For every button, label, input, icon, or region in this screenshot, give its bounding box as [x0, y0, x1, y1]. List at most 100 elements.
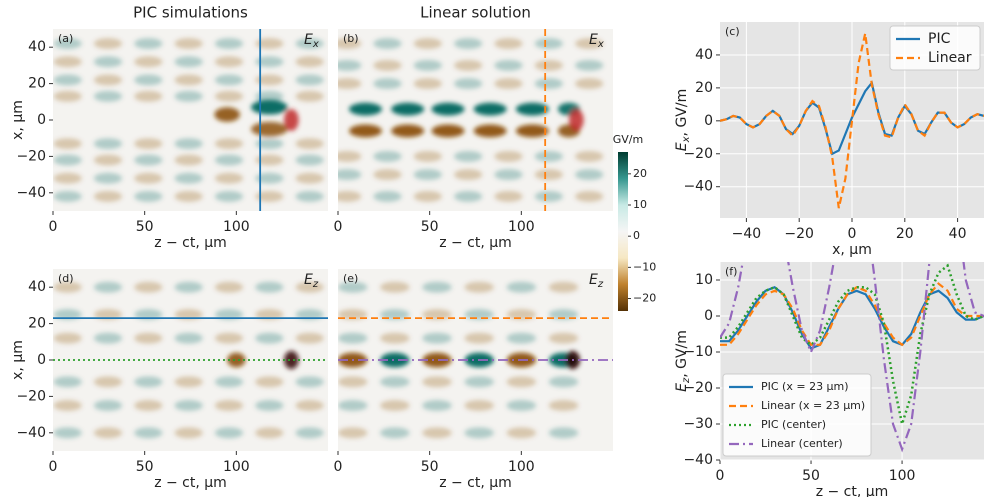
- legend-label: Linear (x = 23 µm): [761, 399, 865, 412]
- colorbar-tick-label: −10: [633, 260, 656, 273]
- field-blob: [93, 427, 123, 439]
- field-blob: [473, 124, 507, 138]
- field-blob: [53, 38, 82, 50]
- field-blob: [255, 427, 284, 439]
- field-blob: [338, 281, 368, 293]
- field-blob: [373, 190, 402, 202]
- field-blob: [134, 190, 163, 202]
- symbol: E: [304, 32, 313, 48]
- field-blob: [380, 332, 410, 344]
- field-blob: [134, 332, 163, 344]
- field-blob: [295, 190, 324, 202]
- field-blob: [93, 172, 123, 184]
- panel-label: (a): [58, 32, 73, 45]
- field-blob: [255, 281, 284, 293]
- field-blob: [93, 376, 123, 388]
- x-tick-label: 0: [334, 459, 343, 475]
- field-blob: [174, 332, 203, 344]
- field-blob: [295, 38, 324, 50]
- field-blob: [548, 332, 579, 344]
- y-tick-label: 0: [37, 112, 46, 128]
- y-tick-label: −20: [683, 146, 713, 162]
- x-axis-label: x, µm: [832, 242, 872, 258]
- legend-label: PIC: [928, 31, 951, 47]
- y-tick-label: 20: [695, 80, 713, 96]
- field-blob: [534, 190, 563, 202]
- field-blob: [93, 154, 123, 166]
- field-blob: [413, 169, 442, 181]
- field-blob: [255, 56, 284, 68]
- field-blob: [515, 124, 549, 138]
- field-blob: [338, 78, 362, 90]
- x-tick-label: −20: [784, 226, 814, 242]
- field-blob: [338, 169, 362, 181]
- field-blob: [174, 38, 203, 50]
- field-blob: [464, 376, 494, 388]
- field-blob: [214, 427, 244, 439]
- field-blob: [349, 124, 382, 138]
- x-axis-label: z − ct, µm: [154, 475, 227, 491]
- field-blob: [338, 309, 368, 320]
- field-blob: [174, 138, 203, 150]
- colorbar-tick-label: −20: [633, 292, 656, 305]
- field-label: Ez: [304, 272, 319, 290]
- field-blob: [494, 169, 523, 181]
- field-blob: [338, 376, 368, 388]
- field-blob: [251, 99, 288, 115]
- field-blob: [454, 190, 483, 202]
- field-blob: [506, 376, 537, 388]
- y-tick-label: −40: [683, 452, 713, 468]
- field-blob: [454, 169, 483, 181]
- colorbar-label: GV/m: [613, 133, 643, 146]
- field-blob: [134, 74, 163, 86]
- field-blob: [506, 309, 537, 320]
- field-blob: [338, 427, 368, 439]
- field-blob: [214, 74, 244, 86]
- field-blob: [93, 190, 123, 202]
- subscript: x: [312, 39, 319, 50]
- heatmap-image: [53, 38, 324, 202]
- field-blob: [214, 154, 244, 166]
- field-blob: [391, 102, 425, 116]
- field-blob: [214, 90, 244, 102]
- y-tick-label: 10: [695, 272, 713, 288]
- field-blob: [534, 78, 563, 90]
- field-blob: [349, 102, 382, 116]
- field-blob: [422, 332, 452, 344]
- field-blob: [494, 59, 523, 71]
- y-tick-label: 40: [695, 47, 713, 63]
- field-blob: [295, 172, 324, 184]
- field-blob: [494, 78, 523, 90]
- field-blob: [53, 190, 82, 202]
- x-axis-label: z − ct, µm: [439, 235, 512, 251]
- field-blob: [413, 190, 442, 202]
- y-tick-label: 20: [28, 76, 46, 92]
- field-blob: [214, 38, 244, 50]
- field-blob: [134, 376, 163, 388]
- y-tick-label: 40: [28, 279, 46, 295]
- field-blob: [53, 376, 82, 388]
- field-blob: [174, 400, 203, 411]
- field-blob: [214, 190, 244, 202]
- field-blob: [548, 281, 579, 293]
- field-blob: [494, 150, 523, 162]
- y-tick-label: 0: [37, 352, 46, 368]
- field-blob: [134, 309, 163, 320]
- field-blob: [295, 74, 324, 86]
- y-axis-label: Ex, GV/m: [674, 89, 692, 151]
- field-blob: [464, 427, 494, 439]
- field-blob: [295, 427, 324, 439]
- field-blob: [295, 90, 324, 102]
- heatmap-background: [338, 29, 613, 211]
- field-blob: [506, 332, 537, 344]
- field-blob: [380, 309, 410, 320]
- field-blob: [380, 427, 410, 439]
- field-blob: [214, 138, 244, 150]
- field-blob: [534, 59, 563, 71]
- field-blob: [53, 74, 82, 86]
- symbol: E: [589, 32, 598, 48]
- x-tick-label: 100: [508, 459, 535, 475]
- column-title: Linear solution: [420, 4, 531, 22]
- field-blob: [548, 309, 579, 320]
- column-title: PIC simulations: [133, 4, 248, 22]
